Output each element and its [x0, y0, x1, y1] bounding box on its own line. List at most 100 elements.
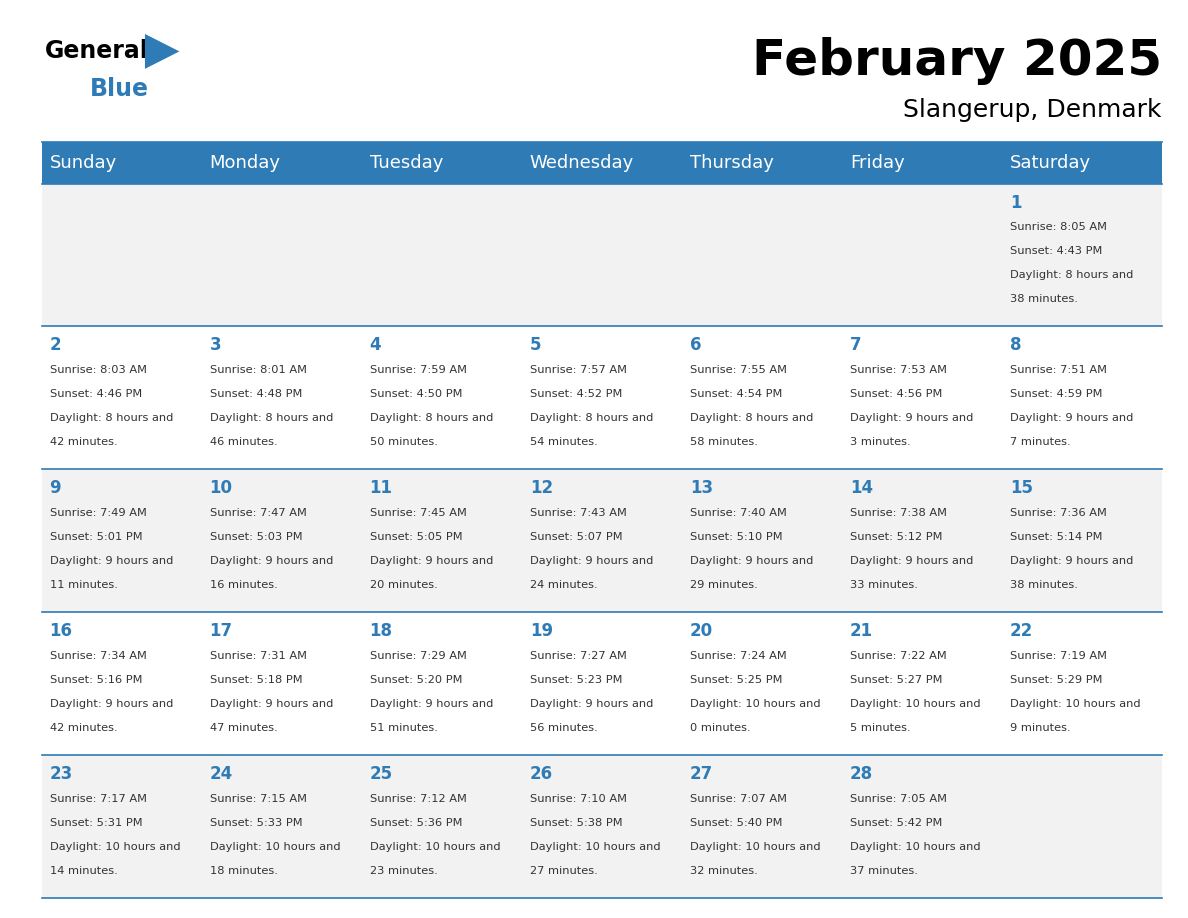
Text: 51 minutes.: 51 minutes.: [369, 722, 437, 733]
Text: 21: 21: [849, 622, 873, 640]
Bar: [1001, 142, 1162, 184]
Bar: [42, 612, 202, 755]
Text: Sunset: 5:36 PM: Sunset: 5:36 PM: [369, 818, 462, 827]
Text: 23: 23: [50, 765, 72, 783]
Text: Sunday: Sunday: [50, 154, 116, 172]
Bar: [682, 755, 842, 898]
Text: Daylight: 9 hours and: Daylight: 9 hours and: [369, 699, 493, 709]
Bar: [361, 469, 522, 612]
Text: Sunrise: 8:01 AM: Sunrise: 8:01 AM: [209, 365, 307, 375]
Text: Daylight: 10 hours and: Daylight: 10 hours and: [849, 842, 980, 852]
Text: Sunset: 5:40 PM: Sunset: 5:40 PM: [690, 818, 782, 827]
Text: Sunrise: 7:15 AM: Sunrise: 7:15 AM: [209, 793, 307, 803]
Bar: [42, 755, 202, 898]
Text: 7 minutes.: 7 minutes.: [1010, 437, 1070, 447]
Polygon shape: [145, 34, 179, 69]
Text: Sunrise: 7:45 AM: Sunrise: 7:45 AM: [369, 508, 467, 518]
Text: Sunrise: 7:27 AM: Sunrise: 7:27 AM: [530, 651, 626, 661]
Text: Sunset: 5:23 PM: Sunset: 5:23 PM: [530, 675, 623, 685]
Text: 23 minutes.: 23 minutes.: [369, 866, 437, 876]
Text: 12: 12: [530, 479, 552, 498]
Bar: [202, 142, 361, 184]
Text: Daylight: 9 hours and: Daylight: 9 hours and: [50, 555, 173, 565]
Text: 24 minutes.: 24 minutes.: [530, 580, 598, 590]
Bar: [361, 327, 522, 469]
Text: Daylight: 8 hours and: Daylight: 8 hours and: [690, 413, 813, 423]
Text: 6: 6: [690, 336, 701, 354]
Text: 42 minutes.: 42 minutes.: [50, 437, 118, 447]
Bar: [682, 142, 842, 184]
Text: 38 minutes.: 38 minutes.: [1010, 294, 1078, 304]
Text: Sunset: 5:27 PM: Sunset: 5:27 PM: [849, 675, 942, 685]
Text: Daylight: 10 hours and: Daylight: 10 hours and: [690, 842, 821, 852]
Text: Sunrise: 7:34 AM: Sunrise: 7:34 AM: [50, 651, 146, 661]
Text: 13: 13: [690, 479, 713, 498]
Text: Sunrise: 7:40 AM: Sunrise: 7:40 AM: [690, 508, 786, 518]
Text: Daylight: 9 hours and: Daylight: 9 hours and: [849, 555, 973, 565]
Bar: [842, 469, 1001, 612]
Text: 29 minutes.: 29 minutes.: [690, 580, 758, 590]
Text: February 2025: February 2025: [752, 37, 1162, 84]
Bar: [842, 755, 1001, 898]
Text: Daylight: 9 hours and: Daylight: 9 hours and: [849, 413, 973, 423]
Text: Sunrise: 7:10 AM: Sunrise: 7:10 AM: [530, 793, 627, 803]
Text: Daylight: 10 hours and: Daylight: 10 hours and: [369, 842, 500, 852]
Text: Sunset: 4:56 PM: Sunset: 4:56 PM: [849, 389, 942, 399]
Text: Sunset: 5:18 PM: Sunset: 5:18 PM: [209, 675, 302, 685]
Text: Sunset: 4:46 PM: Sunset: 4:46 PM: [50, 389, 141, 399]
Bar: [202, 612, 361, 755]
Text: 58 minutes.: 58 minutes.: [690, 437, 758, 447]
Text: 5: 5: [530, 336, 542, 354]
Text: 19: 19: [530, 622, 552, 640]
Text: 16: 16: [50, 622, 72, 640]
Text: 42 minutes.: 42 minutes.: [50, 722, 118, 733]
Text: 28: 28: [849, 765, 873, 783]
Text: 3: 3: [209, 336, 221, 354]
Bar: [361, 142, 522, 184]
Text: Sunrise: 7:17 AM: Sunrise: 7:17 AM: [50, 793, 146, 803]
Text: Sunrise: 8:05 AM: Sunrise: 8:05 AM: [1010, 222, 1107, 232]
Bar: [202, 469, 361, 612]
Text: Sunrise: 7:38 AM: Sunrise: 7:38 AM: [849, 508, 947, 518]
Text: 20: 20: [690, 622, 713, 640]
Text: 1: 1: [1010, 194, 1022, 211]
Bar: [682, 469, 842, 612]
Bar: [1001, 327, 1162, 469]
Text: Sunset: 5:31 PM: Sunset: 5:31 PM: [50, 818, 143, 827]
Text: Daylight: 10 hours and: Daylight: 10 hours and: [530, 842, 661, 852]
Text: Sunset: 5:14 PM: Sunset: 5:14 PM: [1010, 532, 1102, 542]
Bar: [842, 184, 1001, 327]
Text: 8: 8: [1010, 336, 1022, 354]
Text: Sunrise: 7:05 AM: Sunrise: 7:05 AM: [849, 793, 947, 803]
Text: Sunset: 4:54 PM: Sunset: 4:54 PM: [690, 389, 782, 399]
Text: 17: 17: [209, 622, 233, 640]
Text: Sunset: 4:48 PM: Sunset: 4:48 PM: [209, 389, 302, 399]
Text: Sunset: 5:12 PM: Sunset: 5:12 PM: [849, 532, 942, 542]
Text: 3 minutes.: 3 minutes.: [849, 437, 910, 447]
Text: 9: 9: [50, 479, 62, 498]
Text: Sunrise: 7:59 AM: Sunrise: 7:59 AM: [369, 365, 467, 375]
Bar: [361, 184, 522, 327]
Text: Sunset: 5:20 PM: Sunset: 5:20 PM: [369, 675, 462, 685]
Text: Monday: Monday: [209, 154, 280, 172]
Text: Daylight: 8 hours and: Daylight: 8 hours and: [530, 413, 653, 423]
Bar: [1001, 184, 1162, 327]
Text: Daylight: 10 hours and: Daylight: 10 hours and: [209, 842, 340, 852]
Text: General: General: [45, 39, 148, 62]
Text: Tuesday: Tuesday: [369, 154, 443, 172]
Text: 54 minutes.: 54 minutes.: [530, 437, 598, 447]
Text: Daylight: 10 hours and: Daylight: 10 hours and: [690, 699, 821, 709]
Text: Sunrise: 7:43 AM: Sunrise: 7:43 AM: [530, 508, 626, 518]
Text: Sunrise: 7:24 AM: Sunrise: 7:24 AM: [690, 651, 786, 661]
Text: Sunset: 5:03 PM: Sunset: 5:03 PM: [209, 532, 302, 542]
Text: Daylight: 9 hours and: Daylight: 9 hours and: [530, 699, 653, 709]
Text: Daylight: 10 hours and: Daylight: 10 hours and: [50, 842, 181, 852]
Bar: [522, 755, 682, 898]
Text: Sunset: 5:07 PM: Sunset: 5:07 PM: [530, 532, 623, 542]
Text: Daylight: 8 hours and: Daylight: 8 hours and: [50, 413, 173, 423]
Bar: [682, 612, 842, 755]
Bar: [522, 142, 682, 184]
Text: Sunset: 4:43 PM: Sunset: 4:43 PM: [1010, 246, 1102, 256]
Text: Sunrise: 7:12 AM: Sunrise: 7:12 AM: [369, 793, 467, 803]
Text: Sunset: 4:50 PM: Sunset: 4:50 PM: [369, 389, 462, 399]
